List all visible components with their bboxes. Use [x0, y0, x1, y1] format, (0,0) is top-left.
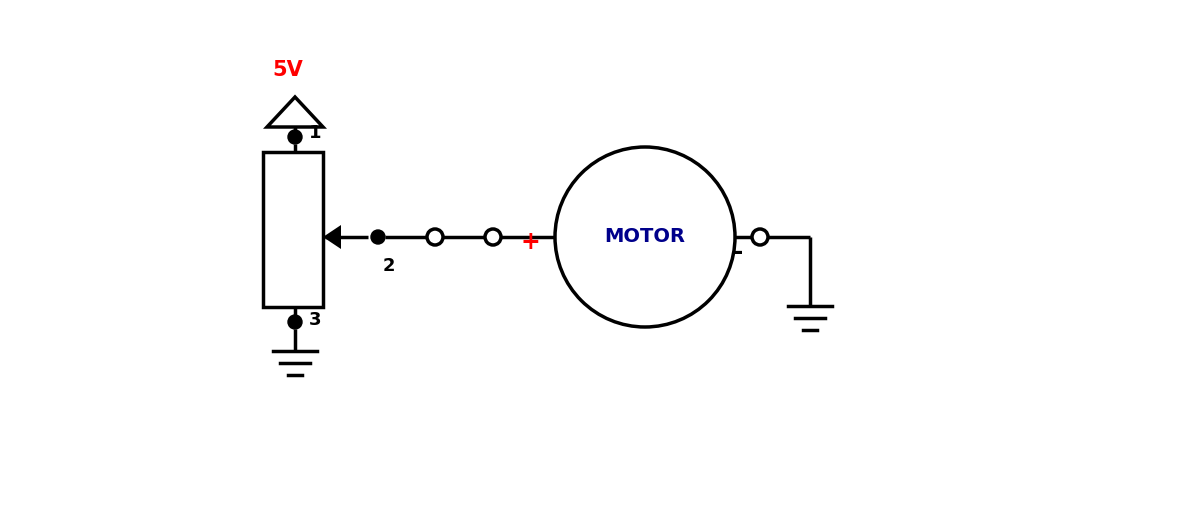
- Text: 3: 3: [309, 311, 321, 329]
- Text: 2: 2: [383, 257, 396, 275]
- Polygon shape: [322, 225, 340, 249]
- Text: 5V: 5V: [273, 60, 303, 80]
- Circle shape: [485, 229, 500, 245]
- Circle shape: [371, 230, 385, 244]
- Text: +: +: [520, 230, 540, 254]
- Bar: [263, 152, 322, 307]
- Circle shape: [288, 130, 302, 144]
- Bar: [570, 192, 721, 282]
- Circle shape: [288, 315, 302, 329]
- Text: -: -: [733, 240, 743, 264]
- Text: MOTOR: MOTOR: [604, 228, 686, 247]
- Circle shape: [752, 229, 768, 245]
- Circle shape: [555, 147, 735, 327]
- Circle shape: [427, 229, 443, 245]
- Text: 1: 1: [309, 124, 321, 142]
